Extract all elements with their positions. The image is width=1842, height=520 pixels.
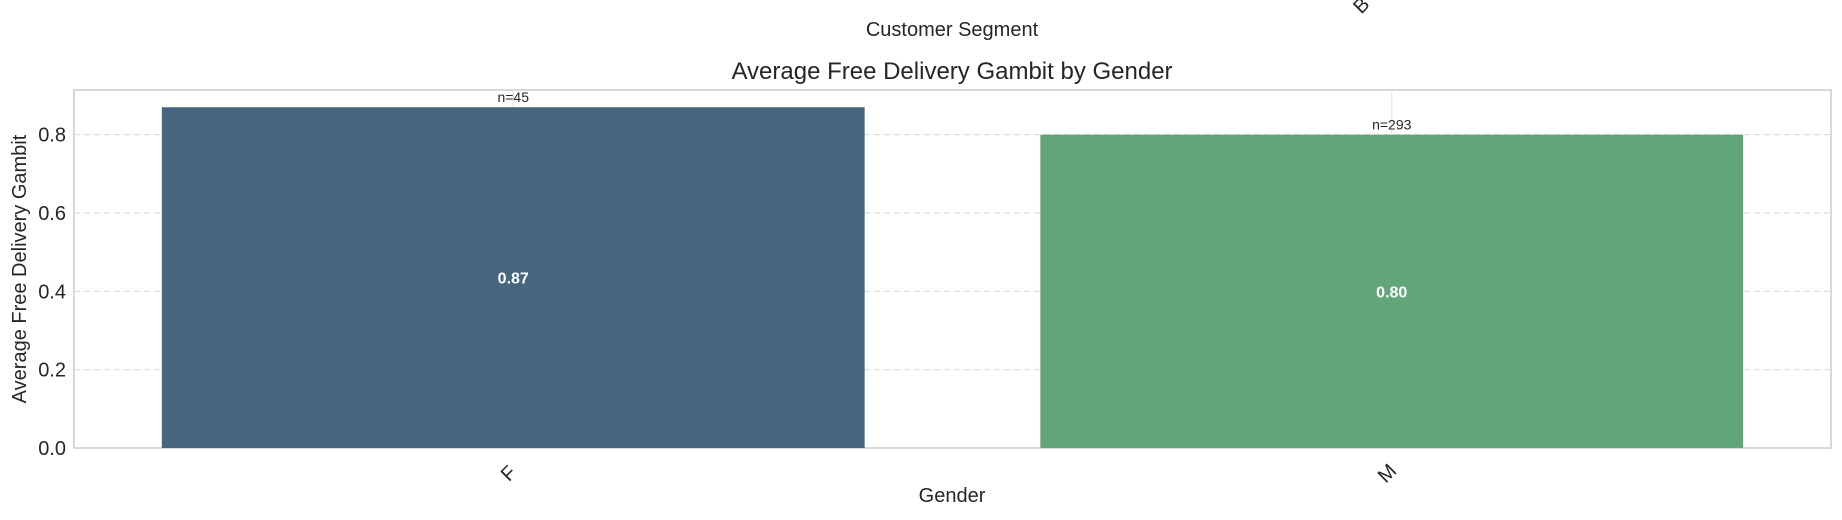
y-ticks: 0.0 0.2 0.4 0.6 0.8 bbox=[38, 125, 66, 460]
bar-value-label: 0.80 bbox=[1376, 284, 1407, 301]
y-tick-label: 0.0 bbox=[38, 438, 66, 460]
plot-area bbox=[73, 89, 1832, 449]
y-tick-label: 0.8 bbox=[38, 125, 66, 147]
bar-count-label: n=293 bbox=[1372, 117, 1412, 133]
chart-title: Average Free Delivery Gambit by Gender bbox=[731, 58, 1172, 85]
y-tick-label: 0.2 bbox=[38, 360, 66, 382]
bars bbox=[161, 107, 1744, 449]
y-tick-label: 0.6 bbox=[38, 203, 66, 225]
previous-chart-xlabel: Customer Segment bbox=[866, 19, 1039, 41]
bar-labels: 0.87 n=45 0.80 n=293 bbox=[497, 89, 1411, 301]
bar-M bbox=[1040, 134, 1744, 448]
y-tick-label: 0.4 bbox=[38, 281, 66, 303]
bar-value-label: 0.87 bbox=[498, 271, 529, 288]
previous-chart-tick-fragment: B bbox=[1349, 0, 1374, 18]
x-axis-label: Gender bbox=[919, 485, 986, 507]
bar-F bbox=[161, 107, 865, 449]
y-axis-label: Average Free Delivery Gambit bbox=[9, 134, 31, 403]
x-tick-label: M bbox=[1374, 460, 1401, 487]
x-tick-label: F bbox=[497, 462, 521, 486]
bar-count-label: n=45 bbox=[497, 89, 529, 105]
